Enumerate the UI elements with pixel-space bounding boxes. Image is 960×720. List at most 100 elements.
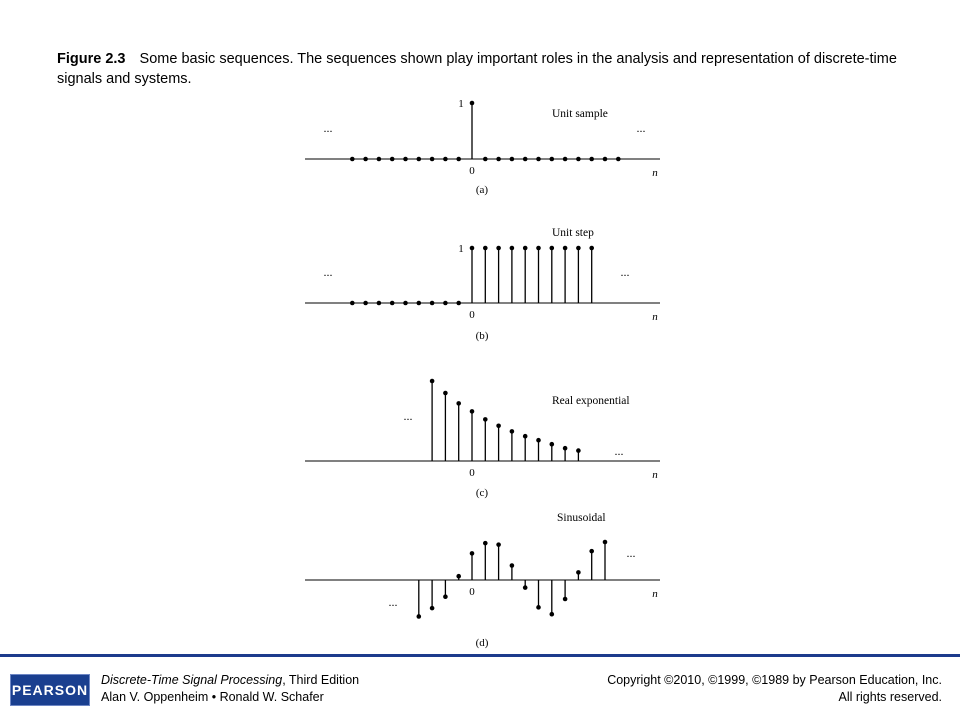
panel-c-ellipsis: ... — [404, 409, 413, 423]
panel-c-xlabel: n — [652, 469, 658, 481]
panel-a-ellipsis: ... — [637, 121, 646, 135]
footer-copyright: Copyright ©2010, ©1999, ©1989 by Pearson… — [607, 672, 942, 706]
panel-b-stem-point — [469, 245, 475, 251]
panel-b-ellipsis: ... — [621, 265, 630, 279]
panel-b-stem-point — [429, 300, 435, 306]
panel-a-stem-point — [469, 100, 475, 106]
panel-c-stem-point — [456, 401, 462, 406]
panel-c-stem-point — [443, 390, 448, 396]
panel-d-stem-point — [429, 605, 435, 611]
rights-text: All rights reserved. — [838, 690, 942, 704]
panel-b-stem-point — [443, 300, 448, 306]
footer-book-info: Discrete-Time Signal Processing, Third E… — [101, 672, 359, 706]
panel-b-stem-point — [416, 300, 422, 306]
panel-a-stem-point — [403, 156, 408, 162]
panel-a-stem-point — [576, 156, 581, 162]
panel-c-stem-point — [509, 429, 515, 434]
panel-d-stem-point — [589, 548, 594, 554]
panel-a-stem-point — [443, 156, 448, 162]
panel-a-xlabel: n — [652, 167, 658, 179]
panel-a-stem-point — [483, 156, 488, 162]
panel-d-stem-point — [549, 611, 555, 617]
panel-c-stem-point — [562, 445, 568, 451]
panel-b-label: (b) — [476, 330, 489, 342]
panel-a-stem-point — [416, 156, 422, 162]
panel-a-stem-point — [509, 156, 515, 162]
panel-c-stem-point — [429, 378, 435, 384]
pearson-logo: PEARSON — [10, 674, 90, 706]
footer-rule — [0, 654, 960, 657]
logo-text: PEARSON — [11, 682, 89, 698]
panel-c-tick-zero: 0 — [469, 467, 475, 479]
copyright-text: Copyright ©2010, ©1999, ©1989 by Pearson… — [607, 673, 942, 687]
panel-b-stem-point — [576, 245, 581, 251]
panel-d-stem-point — [509, 563, 515, 568]
panel-c-stem-point — [469, 409, 475, 414]
panel-c-stem-point — [549, 441, 555, 447]
panel-d-stem-point — [469, 551, 475, 556]
panel-d-xlabel: n — [652, 588, 658, 600]
panel-b-tick-one: 1 — [458, 243, 464, 255]
panel-a-label: (a) — [476, 184, 489, 196]
panel-b-stem-point — [496, 245, 501, 251]
panel-c-stem-point — [496, 423, 501, 429]
panel-d-stem-point — [456, 573, 462, 579]
panel-a-stem-point — [496, 156, 501, 162]
panel-c-ellipsis: ... — [615, 444, 624, 458]
panel-d-stem-point — [496, 542, 501, 547]
panel-d-tick-zero: 0 — [469, 586, 475, 598]
panel-c-label: (c) — [476, 487, 489, 499]
figure-label: Figure 2.3 — [57, 51, 126, 67]
panel-a-stem-point — [456, 156, 462, 162]
panel-a-stem-point — [363, 156, 368, 162]
book-title: Discrete-Time Signal Processing — [101, 673, 283, 687]
panel-a-tick-zero: 0 — [469, 165, 475, 177]
panel-d-stem-point — [536, 605, 541, 610]
panel-b-stem-point — [562, 245, 568, 251]
panel-b-stem-point — [350, 300, 355, 306]
panel-c-stem-point — [522, 433, 528, 439]
panel-a-stem-point — [589, 156, 594, 162]
panel-d-ellipsis: ... — [627, 546, 636, 560]
panel-b-stem-point — [389, 300, 395, 306]
panel-b-ellipsis: ... — [324, 265, 333, 279]
book-authors: Alan V. Oppenheim • Ronald W. Schafer — [101, 690, 324, 704]
panel-b-stem-point — [536, 245, 541, 251]
panel-a-stem-point — [429, 156, 435, 162]
panel-d-stem-point — [576, 570, 581, 575]
panel-a-tick-one: 1 — [458, 98, 464, 110]
panel-d-stem-point — [483, 540, 488, 546]
panel-d-ellipsis: ... — [389, 595, 398, 609]
panel-a-stem-point — [562, 156, 568, 162]
stem-plots-figure: Unit sample n 0 1 (a)... ... Unit step n 0 1 (b)..… — [305, 98, 660, 649]
panel-b-stem-point — [363, 300, 368, 306]
panel-a-stem-point — [616, 156, 621, 162]
panel-b-stem-point — [456, 300, 462, 306]
book-edition: , Third Edition — [282, 673, 360, 687]
panel-d-title: Sinusoidal — [557, 512, 606, 524]
panel-d-stem-point — [522, 585, 528, 590]
panel-a-stem-point — [536, 156, 541, 162]
panel-d-stem-point — [602, 539, 608, 545]
panel-b-xlabel: n — [652, 311, 658, 323]
panel-b-stem-point — [522, 245, 528, 251]
panel-a-stem-point — [350, 156, 355, 162]
panel-b-stem-point — [376, 300, 382, 306]
panel-d-stem-point — [443, 594, 448, 600]
panel-d-stem-point — [416, 614, 422, 619]
panel-a-stem-point — [549, 156, 555, 162]
panel-b-stem-point — [549, 245, 555, 251]
panel-b-tick-zero: 0 — [469, 309, 475, 321]
panel-b-stem-point — [403, 300, 408, 306]
panel-b-stem-point — [483, 245, 488, 251]
panel-d-stem-point — [562, 596, 568, 602]
panel-a-stem-point — [602, 156, 608, 162]
figure-caption: Figure 2.3 Some basic sequences. The seq… — [57, 49, 917, 89]
panel-a-stem-point — [522, 156, 528, 162]
panel-c-stem-point — [536, 437, 541, 443]
panel-b-stem-point — [509, 245, 515, 251]
panel-b-stem-point — [589, 245, 594, 251]
panel-a-ellipsis: ... — [324, 121, 333, 135]
panel-c-stem-point — [483, 417, 488, 422]
panel-a-stem-point — [389, 156, 395, 162]
